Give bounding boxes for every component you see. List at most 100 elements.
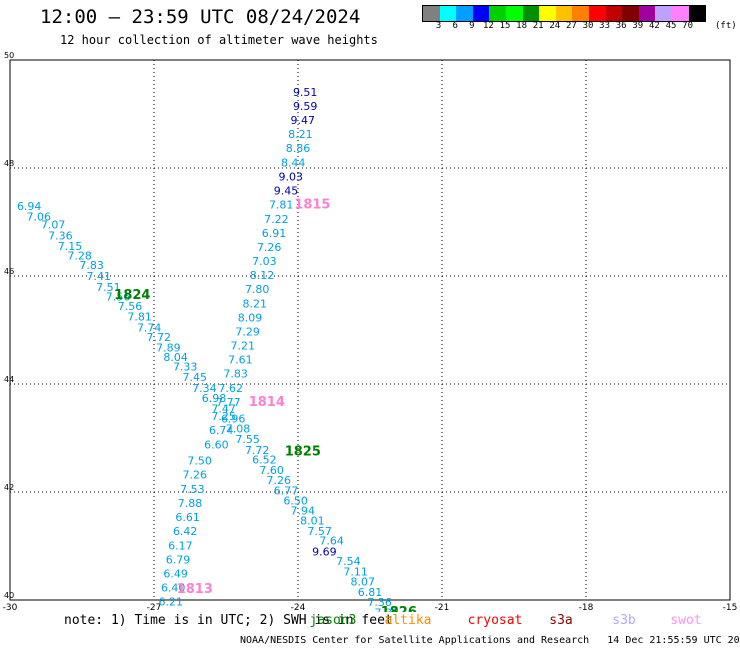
wave-height-point: 6.94 — [17, 200, 42, 213]
wave-height-point: 7.11 — [343, 565, 368, 578]
wave-height-point: 7.08 — [226, 422, 251, 435]
track-time-label: 1813 — [177, 582, 213, 597]
wave-height-point: 7.41 — [87, 270, 112, 283]
y-tick-label: 50 — [4, 51, 14, 60]
wave-height-point: 8.44 — [281, 157, 306, 170]
wave-height-point: 9.51 — [293, 86, 318, 99]
legend-swatch — [522, 6, 540, 21]
wave-height-point: 6.49 — [163, 568, 188, 581]
legend-label: 33 — [599, 21, 611, 31]
wave-height-point: 7.61 — [228, 354, 253, 367]
chart-title: 12:00 – 23:59 UTC 08/24/2024 — [40, 6, 361, 28]
wave-height-point: 7.03 — [252, 255, 277, 268]
wave-height-point: 6.52 — [252, 454, 277, 467]
wave-height-point: 7.56 — [106, 291, 131, 304]
wave-height-point: 7.25 — [211, 410, 236, 423]
legend-label: 18 — [516, 21, 528, 31]
legend-swatch — [439, 6, 457, 21]
wave-height-point: 7.33 — [173, 361, 198, 374]
legend-label: 3 — [435, 21, 442, 31]
wave-height-point: 8.21 — [243, 298, 268, 311]
legend-labels: 3 6 9 12 15 18 21 24 27 30 33 36 39 42 45 70 — [422, 21, 722, 33]
wave-height-point: 6.42 — [173, 525, 198, 538]
wave-height-point: 7.51 — [96, 281, 121, 294]
legend-swatch — [588, 6, 606, 21]
y-tick-label: 44 — [4, 375, 14, 384]
wave-height-point: 7.07 — [41, 219, 66, 232]
wave-height-point: 6.60 — [204, 438, 229, 451]
wave-height-point: 9.03 — [279, 171, 304, 184]
wave-height-point: 7.34 — [192, 382, 217, 395]
satellite-altika: altika — [384, 613, 432, 628]
legend-label: 70 — [682, 21, 694, 31]
legend-swatch — [572, 6, 589, 21]
wave-height-point: 6.91 — [262, 227, 287, 240]
x-tick-label: -21 — [435, 603, 450, 612]
wave-height-point: 6.74 — [209, 424, 234, 437]
legend-swatch — [539, 6, 556, 21]
wave-height-point: 7.29 — [235, 326, 260, 339]
legend-label: 6 — [452, 21, 458, 31]
track-time-label: 1815 — [294, 198, 330, 213]
legend-label: 30 — [582, 21, 594, 31]
chart-subtitle: 12 hour collection of altimeter wave hei… — [60, 33, 378, 47]
track-time-label: 1824 — [114, 288, 150, 303]
wave-height-point: 7.45 — [183, 371, 208, 384]
wave-height-point: 6.96 — [221, 413, 246, 426]
wave-height-point: 6.77 — [274, 484, 299, 497]
satellite-legend: jason3 altika cryosat s3a s3b swot — [0, 613, 740, 629]
legend-label: 12 — [482, 21, 494, 31]
legend-swatch — [505, 6, 523, 21]
plot-frame — [9, 59, 731, 601]
wave-height-point: 7.72 — [245, 444, 270, 457]
x-tick-label: -24 — [291, 603, 306, 612]
wave-height-point: 7.26 — [267, 474, 292, 487]
track-time-label: 1814 — [249, 395, 285, 410]
legend-label: 39 — [632, 21, 644, 31]
legend-swatch — [638, 6, 656, 21]
wave-height-point: 7.94 — [291, 504, 316, 517]
wave-height-point: 7.83 — [79, 259, 104, 272]
wave-height-point: 7.60 — [259, 464, 284, 477]
wave-height-point: 7.57 — [307, 525, 332, 538]
legend-label: 24 — [549, 21, 561, 31]
wave-height-point: 9.69 — [312, 545, 337, 558]
legend-swatch — [655, 6, 672, 21]
wave-height-point: 8.07 — [351, 576, 376, 589]
wave-height-point: 6.61 — [175, 511, 200, 524]
wave-height-point: 7.26 — [183, 469, 208, 482]
legend-label: 45 — [665, 21, 677, 31]
wave-height-point: 7.88 — [178, 497, 203, 510]
track-time-label: 1825 — [285, 445, 321, 460]
wave-height-point: 7.15 — [58, 240, 83, 253]
wave-height-point: 7.56 — [118, 300, 143, 313]
x-tick-label: -18 — [579, 603, 594, 612]
satellite-s3a: s3a — [549, 613, 573, 628]
wave-height-point: 7.22 — [264, 213, 289, 226]
wave-height-point: 7.38 — [375, 606, 400, 612]
wave-height-point: 9.45 — [274, 185, 299, 198]
y-tick-label: 46 — [4, 267, 14, 276]
legend-swatch — [671, 6, 689, 21]
x-tick-label: -27 — [147, 603, 162, 612]
wave-height-point: 7.26 — [257, 241, 282, 254]
satellite-s3b: s3b — [612, 613, 636, 628]
wave-height-point: 7.81 — [127, 311, 152, 324]
wave-height-point: 7.50 — [187, 455, 212, 468]
wave-height-point: 7.36 — [367, 596, 392, 609]
wave-height-point: 7.81 — [269, 199, 294, 212]
wave-height-point: 7.83 — [223, 368, 248, 381]
wave-height-point: 6.40 — [161, 582, 186, 595]
x-tick-label: -15 — [723, 603, 738, 612]
wave-height-point: 7.54 — [336, 555, 361, 568]
legend-swatch — [489, 6, 506, 21]
legend-swatch — [472, 6, 490, 21]
footer-credit: NOAA/NESDIS Center for Satellite Applica… — [240, 635, 740, 646]
y-tick-label: 48 — [4, 159, 14, 168]
wave-height-point: 7.77 — [216, 396, 241, 409]
wave-height-point: 7.80 — [245, 283, 270, 296]
track-time-label: 1826 — [381, 605, 417, 612]
wave-height-point: 6.81 — [358, 586, 383, 599]
wave-height-point: 7.47 — [211, 402, 236, 415]
legend-swatch — [605, 6, 623, 21]
